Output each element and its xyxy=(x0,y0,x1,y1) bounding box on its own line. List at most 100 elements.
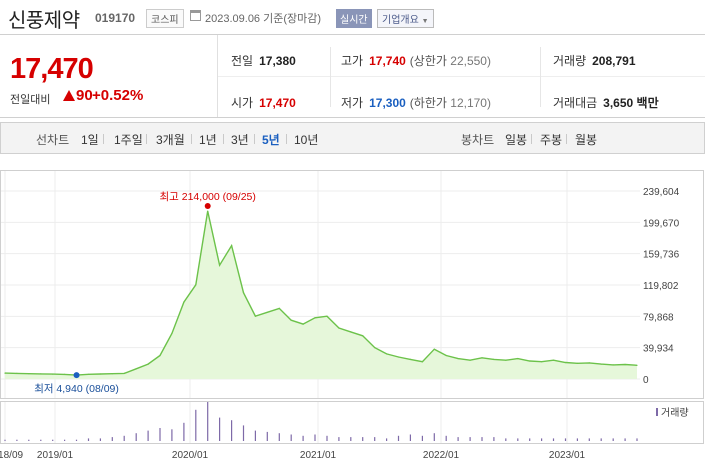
company-summary-label: 기업개요 xyxy=(382,15,419,26)
y-tick-label: 239,604 xyxy=(643,187,680,198)
x-tick-label: 2023/01 xyxy=(549,450,586,461)
tab-1y[interactable]: 1년 xyxy=(199,133,217,147)
price-area-fill xyxy=(5,211,637,379)
min-marker xyxy=(73,372,80,379)
price-point xyxy=(421,361,423,363)
volume-bar xyxy=(242,425,245,441)
price-point xyxy=(636,364,638,366)
y-tick-label: 159,736 xyxy=(643,250,680,261)
high-price: 고가 17,740 (상한가 22,550) xyxy=(341,54,491,68)
price-point xyxy=(457,358,459,360)
volume-bar xyxy=(123,435,125,441)
tab-1d[interactable]: 1일 xyxy=(81,133,99,147)
price-point xyxy=(517,358,519,360)
volume-bar xyxy=(302,435,304,441)
tab-weekly[interactable]: 주봉 xyxy=(540,133,563,147)
price-point xyxy=(588,362,590,364)
stock-code: 019170 xyxy=(95,11,136,25)
volume-bar xyxy=(457,437,459,441)
volume-bar xyxy=(326,435,328,441)
volume: 거래량 208,791 xyxy=(553,54,636,68)
volume-bar xyxy=(338,437,340,441)
volume-bar xyxy=(624,438,626,441)
volume-bar xyxy=(552,438,555,441)
volume-bar xyxy=(600,438,602,441)
tab-1w[interactable]: 1주일 xyxy=(114,133,143,147)
line-chart-label: 선차트 xyxy=(36,133,70,147)
tab-10y[interactable]: 10년 xyxy=(294,133,319,147)
price-point xyxy=(409,358,411,360)
open-price: 시가 17,470 xyxy=(231,96,296,110)
change-amount: 90 xyxy=(76,87,93,104)
price-point xyxy=(40,373,42,375)
price-point xyxy=(624,363,626,366)
volume-bar xyxy=(409,434,411,441)
price-point xyxy=(493,358,495,360)
price-point xyxy=(445,354,447,357)
x-tick-label: 2018/09 xyxy=(0,450,24,461)
realtime-button[interactable]: 실시간 xyxy=(336,9,372,28)
price-point xyxy=(290,319,292,321)
x-tick-label: 2021/01 xyxy=(300,450,337,461)
price-point xyxy=(64,373,66,375)
price-point xyxy=(397,356,400,358)
max-annotation: 최고 214,000 (09/25) xyxy=(160,191,256,203)
volume-panel-frame xyxy=(0,401,704,444)
price-point xyxy=(123,372,125,374)
x-tick-label: 2019/01 xyxy=(37,450,74,461)
price-point xyxy=(207,210,209,212)
volume-bar xyxy=(421,435,423,441)
price-point xyxy=(242,292,245,294)
price-line xyxy=(4,210,638,376)
quote-panel: 17,470 전일대비 90 +0.52% 전일 17,380 고가 17,740(… xyxy=(0,34,705,118)
price-point xyxy=(4,372,6,374)
volume-bar xyxy=(445,435,447,441)
company-summary-dropdown[interactable]: 기업개요 ▼ xyxy=(377,9,434,28)
volume-bar xyxy=(183,422,185,441)
price-point xyxy=(28,373,30,375)
price-chart: 2018/09 2019/01 2020/01 2021/01 2022/01 2023/… xyxy=(0,170,704,461)
volume-legend: 거래량 xyxy=(661,407,689,419)
price-point xyxy=(183,301,185,303)
stock-header: 신풍제약 019170 코스피 2023.09.06 기준(장마감) 실시간 기… xyxy=(0,0,705,34)
price-point xyxy=(326,315,328,317)
volume-bar xyxy=(135,433,137,441)
price-point xyxy=(552,359,555,361)
volume-bar xyxy=(159,428,161,441)
tab-3m[interactable]: 3개월 xyxy=(156,133,185,147)
tab-3y[interactable]: 3년 xyxy=(231,133,249,147)
volume-bar xyxy=(612,438,614,441)
volume-bar xyxy=(207,402,209,441)
stock-name[interactable]: 신풍제약 xyxy=(8,8,80,32)
price-point xyxy=(481,357,483,359)
volume-bar xyxy=(481,437,483,441)
volume-bar xyxy=(350,437,352,441)
volume-bar xyxy=(278,433,280,441)
price-point xyxy=(99,373,101,375)
tab-daily[interactable]: 일봉 xyxy=(505,133,528,147)
tab-5y[interactable]: 5년 xyxy=(262,133,280,147)
volume-bar xyxy=(433,433,435,441)
price-point xyxy=(111,373,113,375)
price-point xyxy=(433,348,435,350)
price-point xyxy=(600,363,602,365)
divider xyxy=(218,76,705,77)
tab-monthly[interactable]: 월봉 xyxy=(575,133,598,147)
price-point xyxy=(362,335,364,337)
change-percent: +0.52% xyxy=(92,87,144,104)
volume-bar xyxy=(4,439,6,441)
volume-bar xyxy=(147,430,149,441)
change-label: 전일대비 xyxy=(10,94,51,106)
price-point xyxy=(266,311,268,313)
current-price-area: 17,470 전일대비 90 +0.52% xyxy=(0,35,218,117)
min-annotation: 최저 4,940 (08/09) xyxy=(34,383,119,395)
base-date: 2023.09.06 기준(장마감) xyxy=(205,13,322,25)
volume-bar xyxy=(75,439,78,441)
price-point xyxy=(302,323,304,325)
volume-bar xyxy=(28,439,30,441)
volume-bar xyxy=(374,437,376,441)
volume-bar xyxy=(195,409,197,441)
price-point xyxy=(374,347,376,349)
price-point xyxy=(386,353,388,355)
